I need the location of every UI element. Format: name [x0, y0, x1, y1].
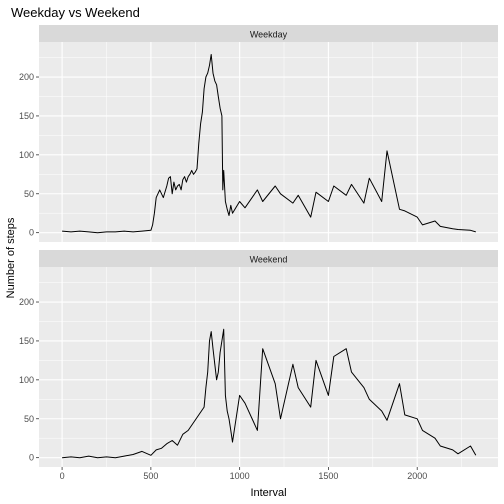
x-axis: 0 500 1000 1500 2000 — [60, 467, 427, 481]
x-tick-label: 500 — [143, 471, 158, 481]
y-tick-label: 50 — [24, 189, 34, 199]
y-ticks-weekend: 0 50 100 150 200 — [19, 297, 39, 463]
series-line-weekend — [62, 328, 477, 459]
x-tick-label: 0 — [60, 471, 65, 481]
series-weekend — [62, 328, 477, 459]
x-axis-title: Interval — [250, 487, 286, 499]
y-axis-title: Number of steps — [5, 217, 17, 298]
y-tick-label: 200 — [19, 72, 34, 82]
y-ticks-weekday: 0 50 100 150 200 — [19, 72, 39, 238]
plot-area-weekday — [39, 42, 498, 242]
plot-area-weekend — [39, 267, 498, 467]
y-tick-label: 50 — [24, 414, 34, 424]
chart-title: Weekday vs Weekend — [11, 5, 140, 20]
y-tick-label: 0 — [29, 453, 34, 463]
y-tick-label: 0 — [29, 228, 34, 238]
y-tick-label: 150 — [19, 111, 34, 121]
x-tick-label: 2000 — [407, 471, 427, 481]
strip-label-weekend: Weekend — [250, 255, 288, 265]
strip-weekday — [39, 25, 498, 42]
panel-weekday: Weekday 0 50 100 150 200 — [19, 25, 498, 242]
x-tick-label: 1500 — [318, 471, 338, 481]
panel-weekend: Weekend 0 50 100 150 200 — [19, 250, 498, 467]
y-tick-label: 100 — [19, 150, 34, 160]
series-weekday — [62, 54, 476, 234]
strip-label-weekday: Weekday — [250, 30, 288, 40]
x-tick-label: 1000 — [230, 471, 250, 481]
y-tick-label: 100 — [19, 375, 34, 385]
y-tick-label: 150 — [19, 336, 34, 346]
strip-weekend — [39, 250, 498, 267]
y-tick-label: 200 — [19, 297, 34, 307]
series-line-weekday — [62, 54, 476, 234]
grid-weekend — [39, 267, 498, 467]
